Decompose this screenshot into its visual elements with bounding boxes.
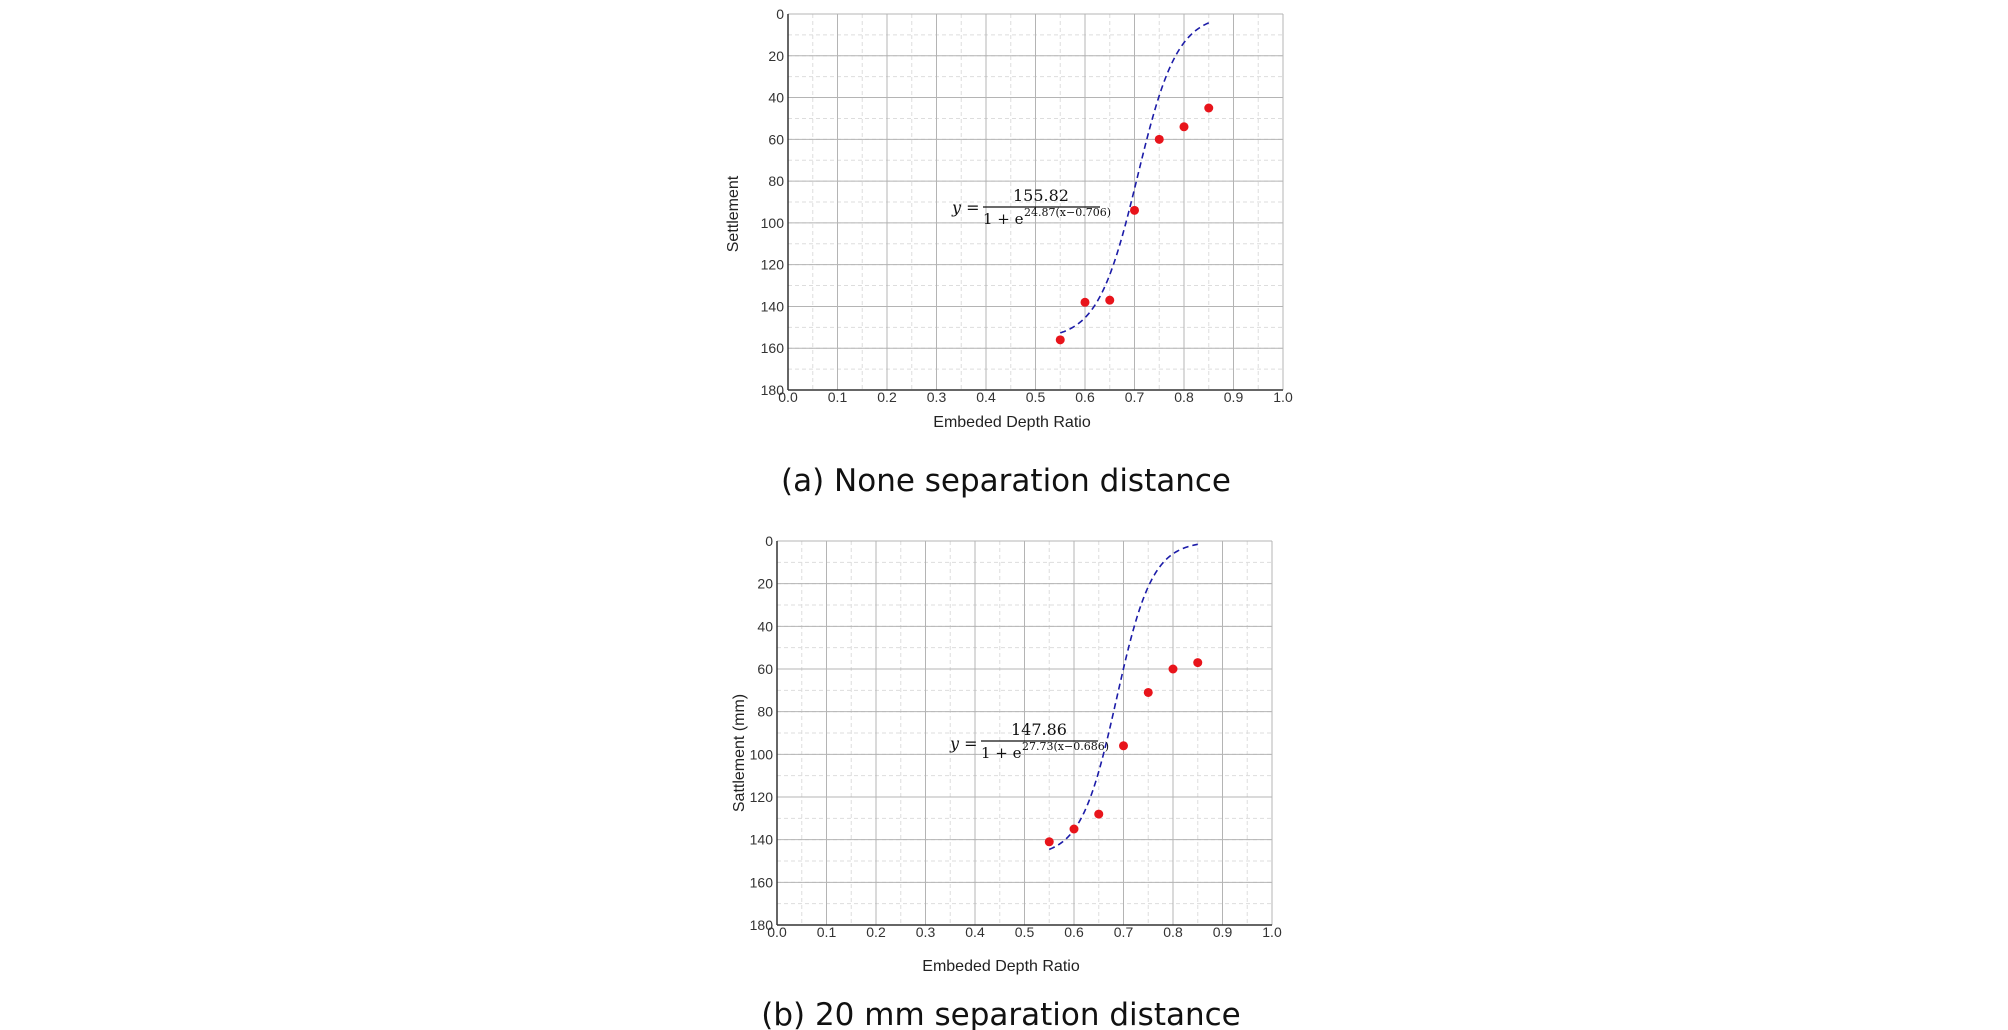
svg-text:y =: y = <box>949 734 978 753</box>
chart-panel-a: 0.0 0.1 0.2 0.3 0.4 0.5 0.6 0.7 0.8 0.9 1.0 0 20 40 6… <box>725 6 1293 499</box>
data-point <box>1055 335 1065 345</box>
chart-panel-b: 0.0 0.1 0.2 0.3 0.4 0.5 0.6 0.7 0.8 0.9 1.0 0 20 40 6… <box>731 533 1282 1030</box>
x-tick-label: 0.2 <box>877 389 897 405</box>
data-point <box>1154 134 1164 144</box>
y-tick-label: 60 <box>757 661 773 677</box>
caption-a: (a) None separation distance <box>781 463 1231 499</box>
x-tick-label: 0.7 <box>1114 924 1134 940</box>
y-tick-label: 160 <box>761 340 785 356</box>
fit-curve-a <box>1059 22 1210 334</box>
caption-b: (b) 20 mm separation distance <box>761 997 1241 1030</box>
points-b <box>1044 658 1203 847</box>
data-point <box>1168 664 1178 674</box>
data-point <box>1130 205 1139 215</box>
svg-text:1 + e: 1 + e <box>981 744 1022 762</box>
x-ticks-a: 0.0 0.1 0.2 0.3 0.4 0.5 0.6 0.7 0.8 0.9 1.0 <box>778 389 1293 405</box>
y-axis-label-b: Sattlement (mm) <box>731 694 748 812</box>
x-axis-label-a: Embeded Depth Ratio <box>933 414 1091 431</box>
y-axis-label-a: Settlement <box>725 175 742 252</box>
data-point <box>1143 687 1153 697</box>
y-ticks-a: 0 20 40 60 80 100 120 140 160 180 <box>761 6 785 398</box>
x-tick-label: 0.4 <box>965 924 985 940</box>
svg-text:1 + e: 1 + e <box>983 210 1024 228</box>
equation-b: y = 147.86 1 + e 27.73(x−0.686) <box>949 720 1109 762</box>
axes-a <box>787 14 1283 391</box>
x-axis-label-b: Embeded Depth Ratio <box>922 958 1080 975</box>
grid-a <box>787 13 1284 391</box>
equation-a: y = 155.82 1 + e 24.87(x−0.706) <box>951 186 1111 228</box>
y-tick-label: 0 <box>765 533 773 549</box>
y-tick-label: 140 <box>750 832 774 848</box>
x-tick-label: 0.4 <box>976 389 996 405</box>
x-tick-label: 0.8 <box>1174 389 1194 405</box>
y-tick-label: 180 <box>761 382 785 398</box>
y-ticks-b: 0 20 40 60 80 100 120 140 160 180 <box>750 533 774 933</box>
y-tick-label: 120 <box>750 789 774 805</box>
x-tick-label: 0.6 <box>1064 924 1084 940</box>
x-tick-label: 0.0 <box>767 924 787 940</box>
y-tick-label: 100 <box>750 746 774 762</box>
x-tick-label: 0.0 <box>778 389 798 405</box>
y-tick-label: 160 <box>750 874 774 890</box>
y-tick-label: 0 <box>776 6 784 22</box>
y-tick-label: 80 <box>768 173 784 189</box>
x-tick-label: 0.3 <box>927 389 947 405</box>
y-tick-label: 60 <box>768 131 784 147</box>
x-ticks-b: 0.0 0.1 0.2 0.3 0.4 0.5 0.6 0.7 0.8 0.9 1.0 <box>767 924 1282 940</box>
x-tick-label: 0.7 <box>1125 389 1145 405</box>
x-tick-label: 0.5 <box>1015 924 1035 940</box>
data-point <box>1069 824 1079 834</box>
y-tick-label: 40 <box>757 618 773 634</box>
x-tick-label: 0.1 <box>817 924 837 940</box>
svg-text:y =: y = <box>951 198 980 217</box>
data-point <box>1179 122 1189 132</box>
y-tick-label: 20 <box>757 576 773 592</box>
data-point <box>1119 741 1128 751</box>
data-point <box>1105 295 1115 305</box>
x-tick-label: 0.9 <box>1224 389 1244 405</box>
y-tick-label: 20 <box>768 48 784 64</box>
data-point <box>1193 658 1203 668</box>
x-tick-label: 1.0 <box>1262 924 1282 940</box>
x-tick-label: 0.8 <box>1163 924 1183 940</box>
data-point <box>1044 837 1054 847</box>
y-tick-label: 100 <box>761 215 785 231</box>
x-tick-label: 0.9 <box>1213 924 1233 940</box>
x-tick-label: 0.2 <box>866 924 886 940</box>
svg-text:147.86: 147.86 <box>1011 720 1067 739</box>
svg-text:155.82: 155.82 <box>1013 186 1069 205</box>
x-tick-label: 1.0 <box>1273 389 1293 405</box>
x-tick-label: 0.5 <box>1026 389 1046 405</box>
fit-curve-line <box>1059 22 1210 334</box>
y-tick-label: 140 <box>761 298 785 314</box>
points-a <box>1055 103 1214 345</box>
x-tick-label: 0.3 <box>916 924 936 940</box>
y-tick-label: 80 <box>757 704 773 720</box>
data-point <box>1204 103 1214 113</box>
x-tick-label: 0.1 <box>828 389 848 405</box>
y-tick-label: 120 <box>761 257 785 273</box>
data-point <box>1080 297 1090 307</box>
axes-b <box>776 541 1272 926</box>
data-point <box>1094 809 1104 819</box>
svg-text:24.87(x−0.706): 24.87(x−0.706) <box>1024 206 1111 219</box>
y-tick-label: 40 <box>768 90 784 106</box>
svg-text:27.73(x−0.686): 27.73(x−0.686) <box>1022 740 1109 753</box>
y-tick-label: 180 <box>750 917 774 933</box>
x-tick-label: 0.6 <box>1075 389 1095 405</box>
